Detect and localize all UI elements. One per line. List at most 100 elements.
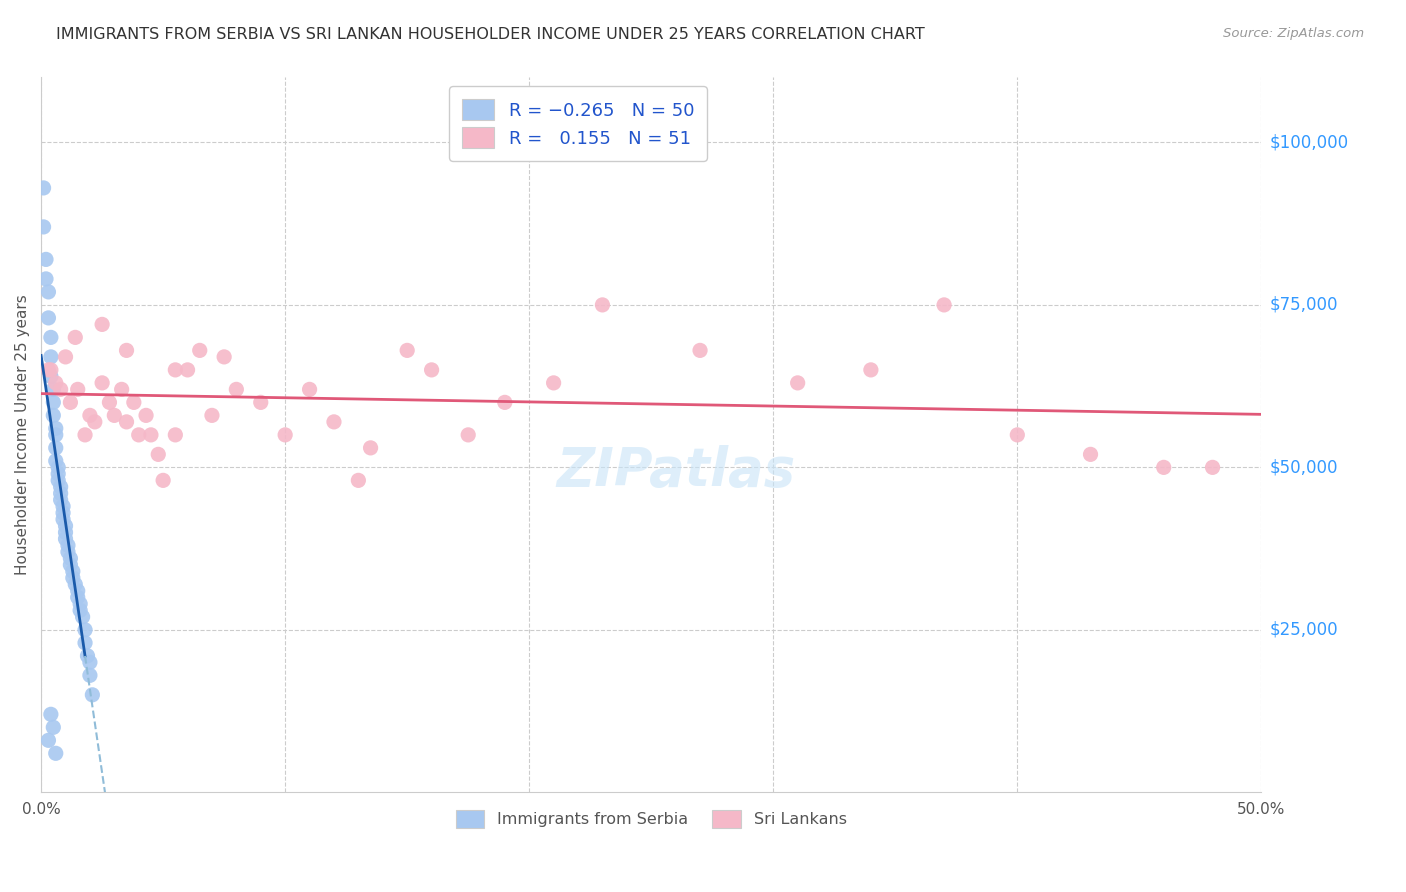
- Text: $50,000: $50,000: [1270, 458, 1339, 476]
- Point: [139, 428, 162, 442]
- Point: [135, 409, 157, 423]
- Point: [115, 343, 138, 358]
- Point: [45, 454, 67, 468]
- Point: [55, 525, 77, 540]
- Point: [45, 421, 67, 435]
- Point: [212, 350, 235, 364]
- Point: [55, 519, 77, 533]
- Point: [62, 565, 84, 579]
- Point: [115, 415, 138, 429]
- Point: [128, 428, 150, 442]
- Point: [37, 363, 59, 377]
- Point: [298, 383, 321, 397]
- Point: [543, 376, 565, 390]
- Point: [591, 298, 613, 312]
- Point: [39, 350, 62, 364]
- Point: [42, 409, 65, 423]
- Point: [689, 343, 711, 358]
- Point: [56, 538, 79, 552]
- Point: [39, 707, 62, 722]
- Point: [79, 409, 101, 423]
- Point: [55, 532, 77, 546]
- Point: [360, 441, 382, 455]
- Text: $25,000: $25,000: [1270, 621, 1339, 639]
- Point: [188, 343, 211, 358]
- Point: [49, 383, 72, 397]
- Point: [1201, 460, 1223, 475]
- Point: [82, 688, 104, 702]
- Point: [1080, 447, 1102, 461]
- Point: [91, 376, 114, 390]
- Point: [59, 558, 82, 572]
- Point: [176, 363, 198, 377]
- Text: $100,000: $100,000: [1270, 134, 1348, 152]
- Point: [83, 415, 105, 429]
- Point: [396, 343, 419, 358]
- Point: [69, 597, 91, 611]
- Point: [37, 733, 59, 747]
- Point: [45, 428, 67, 442]
- Point: [65, 330, 87, 344]
- Point: [165, 428, 187, 442]
- Point: [122, 395, 145, 409]
- Point: [65, 577, 87, 591]
- Point: [66, 591, 89, 605]
- Text: Source: ZipAtlas.com: Source: ZipAtlas.com: [1223, 27, 1364, 40]
- Point: [457, 428, 479, 442]
- Point: [103, 409, 125, 423]
- Point: [69, 603, 91, 617]
- Point: [49, 492, 72, 507]
- Point: [201, 409, 224, 423]
- Point: [66, 383, 89, 397]
- Point: [98, 395, 121, 409]
- Point: [42, 720, 65, 734]
- Point: [35, 252, 58, 267]
- Point: [1153, 460, 1175, 475]
- Point: [39, 369, 62, 384]
- Point: [56, 545, 79, 559]
- Point: [1007, 428, 1029, 442]
- Point: [46, 467, 69, 481]
- Point: [73, 428, 96, 442]
- Point: [73, 636, 96, 650]
- Point: [494, 395, 516, 409]
- Point: [59, 551, 82, 566]
- Point: [786, 376, 808, 390]
- Point: [45, 441, 67, 455]
- Point: [62, 571, 84, 585]
- Point: [49, 480, 72, 494]
- Point: [79, 668, 101, 682]
- Point: [52, 500, 75, 514]
- Point: [91, 318, 114, 332]
- Point: [45, 376, 67, 390]
- Point: [274, 428, 297, 442]
- Point: [35, 272, 58, 286]
- Point: [42, 383, 65, 397]
- Point: [39, 330, 62, 344]
- Point: [420, 363, 443, 377]
- Point: [66, 583, 89, 598]
- Point: [932, 298, 955, 312]
- Point: [49, 486, 72, 500]
- Point: [859, 363, 882, 377]
- Point: [52, 512, 75, 526]
- Point: [76, 648, 98, 663]
- Point: [347, 474, 370, 488]
- Point: [165, 363, 187, 377]
- Text: ZIPatlas: ZIPatlas: [557, 444, 796, 497]
- Y-axis label: Householder Income Under 25 years: Householder Income Under 25 years: [15, 294, 30, 575]
- Point: [55, 350, 77, 364]
- Point: [249, 395, 271, 409]
- Point: [39, 363, 62, 377]
- Point: [32, 219, 55, 234]
- Point: [79, 656, 101, 670]
- Text: IMMIGRANTS FROM SERBIA VS SRI LANKAN HOUSEHOLDER INCOME UNDER 25 YEARS CORRELATI: IMMIGRANTS FROM SERBIA VS SRI LANKAN HOU…: [56, 27, 925, 42]
- Legend: Immigrants from Serbia, Sri Lankans: Immigrants from Serbia, Sri Lankans: [450, 803, 853, 834]
- Point: [37, 285, 59, 299]
- Point: [111, 383, 134, 397]
- Point: [148, 447, 170, 461]
- Point: [46, 460, 69, 475]
- Point: [52, 506, 75, 520]
- Point: [323, 415, 346, 429]
- Point: [73, 623, 96, 637]
